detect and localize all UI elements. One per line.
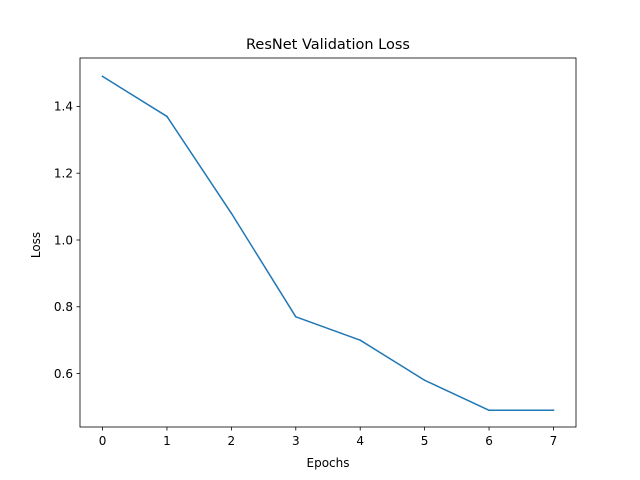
y-tick-label: 1.2 (54, 167, 73, 181)
x-tick-label: 1 (163, 434, 171, 448)
x-tick-label: 5 (421, 434, 429, 448)
data-point (423, 379, 426, 382)
x-tick-label: 4 (356, 434, 364, 448)
data-point (230, 212, 233, 215)
x-tick-label: 7 (550, 434, 558, 448)
data-point (488, 409, 490, 412)
data-point (552, 409, 555, 412)
plot-frame (79, 57, 577, 428)
series-line-0 (101, 75, 555, 412)
data-point (294, 316, 297, 318)
data-point (166, 115, 168, 118)
y-axis-label: Loss (29, 232, 43, 258)
chart-title: ResNet Validation Loss (246, 37, 410, 53)
x-tick-label: 3 (292, 434, 300, 448)
data-point (101, 75, 104, 78)
y-tick-label: 1.0 (54, 233, 73, 247)
plot-area: 0 1 2 3 4 5 6 7 0.6 0.8 1.0 1.2 1.4 (54, 57, 577, 448)
y-tick-label: 0.6 (54, 367, 73, 381)
y-tick-label: 1.4 (54, 100, 73, 114)
x-axis-label: Epochs (307, 456, 350, 470)
x-tick-label: 2 (228, 434, 236, 448)
x-tick-label: 6 (485, 434, 493, 448)
data-point (359, 339, 362, 341)
x-tick-label: 0 (99, 434, 107, 448)
y-tick-label: 0.8 (54, 300, 73, 314)
